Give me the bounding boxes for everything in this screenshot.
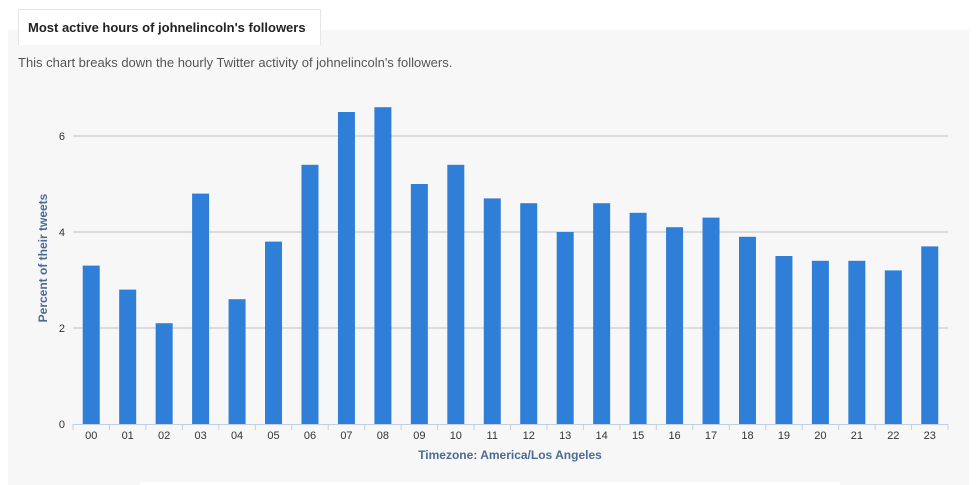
chart-tab[interactable]: Most active hours of johnelincoln's foll… <box>18 9 321 45</box>
bar-15[interactable] <box>629 212 647 424</box>
y-axis-ticks: 0 2 4 6 <box>59 131 65 431</box>
x-tick-label: 08 <box>377 430 389 442</box>
x-tick-label: 13 <box>559 430 571 442</box>
x-axis-ticks: 00 01 02 03 04 05 06 07 08 09 10 11 12 13 14 15 16 17 18 19… <box>85 430 936 442</box>
x-tick-label: 17 <box>705 430 717 442</box>
bar-16[interactable] <box>666 227 684 424</box>
bar-00[interactable] <box>82 265 100 424</box>
bar-20[interactable] <box>811 260 829 424</box>
x-tick-label: 02 <box>158 430 170 442</box>
bar-12[interactable] <box>520 203 538 424</box>
x-axis-title: Timezone: America/Los Angeles <box>418 448 602 462</box>
x-tick-label: 10 <box>450 430 462 442</box>
bar-21[interactable] <box>848 260 866 424</box>
x-tick-label: 15 <box>632 430 644 442</box>
x-tick-label: 22 <box>887 430 899 442</box>
bar-18[interactable] <box>738 236 756 424</box>
bar-14[interactable] <box>593 203 611 424</box>
bar-09[interactable] <box>410 184 428 424</box>
bar-05[interactable] <box>265 241 283 424</box>
y-axis-title: Percent of their tweets <box>36 193 50 322</box>
x-tick-label: 01 <box>122 430 134 442</box>
y-tick-label: 4 <box>59 227 65 239</box>
x-tick-label: 21 <box>851 430 863 442</box>
x-tick-label: 06 <box>304 430 316 442</box>
bar-22[interactable] <box>884 270 902 424</box>
bar-19[interactable] <box>775 256 793 424</box>
y-tick-label: 0 <box>59 419 65 431</box>
bar-02[interactable] <box>155 323 173 424</box>
bar-17[interactable] <box>702 217 720 424</box>
x-tick-label: 16 <box>668 430 680 442</box>
bar-03[interactable] <box>192 193 210 424</box>
bar-04[interactable] <box>228 299 246 424</box>
x-tick-label: 07 <box>340 430 352 442</box>
bar-08[interactable] <box>374 107 392 424</box>
x-tick-label: 00 <box>85 430 97 442</box>
bar-series <box>82 107 939 425</box>
bar-06[interactable] <box>301 164 319 425</box>
x-axis <box>72 424 949 430</box>
bar-11[interactable] <box>483 198 501 424</box>
grid-lines <box>73 135 948 329</box>
x-tick-label: 20 <box>814 430 826 442</box>
footer-strip <box>140 482 840 485</box>
x-tick-label: 19 <box>778 430 790 442</box>
x-tick-label: 18 <box>741 430 753 442</box>
y-tick-label: 6 <box>59 131 65 143</box>
bar-07[interactable] <box>337 112 355 424</box>
x-tick-label: 23 <box>924 430 936 442</box>
x-tick-label: 12 <box>523 430 535 442</box>
bar-13[interactable] <box>556 232 574 424</box>
x-tick-label: 03 <box>194 430 206 442</box>
chart-tab-title: Most active hours of johnelincoln's foll… <box>28 20 306 35</box>
bar-01[interactable] <box>119 289 137 424</box>
bar-23[interactable] <box>921 246 939 424</box>
bar-10[interactable] <box>447 164 465 425</box>
x-tick-label: 05 <box>267 430 279 442</box>
x-tick-label: 04 <box>231 430 243 442</box>
x-tick-label: 14 <box>596 430 608 442</box>
y-tick-label: 2 <box>59 323 65 335</box>
x-tick-label: 09 <box>413 430 425 442</box>
chart-description: This chart breaks down the hourly Twitte… <box>18 55 453 70</box>
x-tick-label: 11 <box>487 430 498 442</box>
